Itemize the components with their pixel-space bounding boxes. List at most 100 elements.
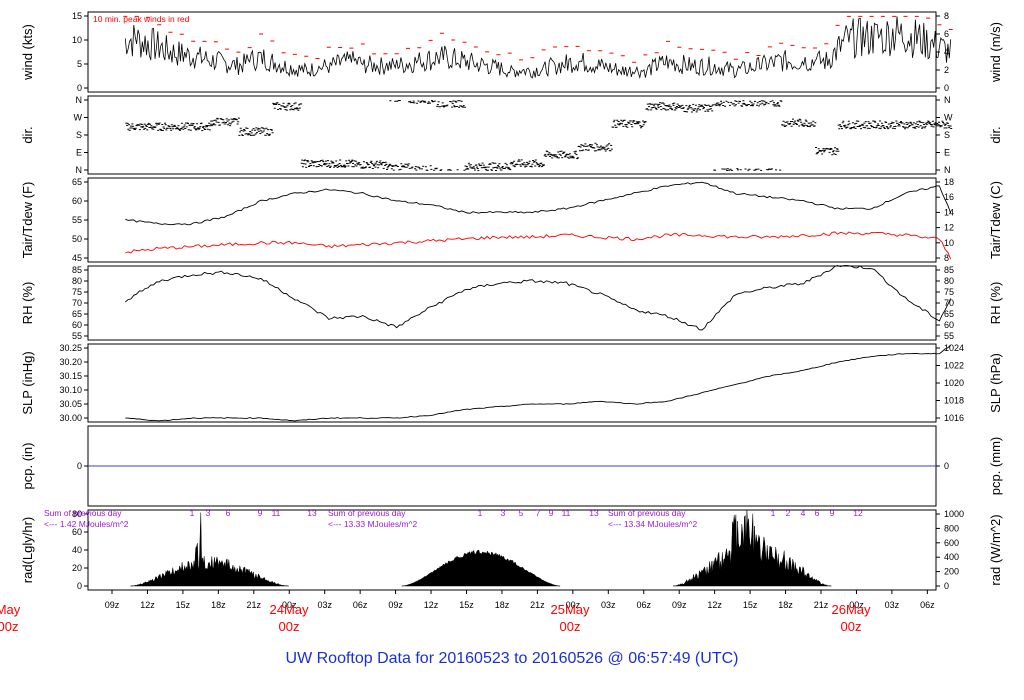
hour-marker-0-0: 1: [190, 508, 195, 518]
tick-label-right-3-5: 80: [944, 276, 954, 286]
tick-label-left-2-2: 55: [72, 215, 82, 225]
hour-marker-2-1: 2: [786, 508, 791, 518]
tick-label-left-4-5: 30.25: [59, 343, 82, 353]
tick-label-left-0-2: 10: [72, 35, 82, 45]
hour-marker-1-5: 11: [562, 508, 571, 518]
x-tick-label-13: 00z: [566, 600, 581, 610]
tick-label-right-6-5: 1000: [944, 509, 964, 519]
x-tick-label-9: 12z: [424, 600, 439, 610]
tick-label-right-2-5: 18: [944, 177, 954, 187]
day-hour-label-3: 00z: [841, 619, 862, 634]
tick-label-left-3-1: 60: [72, 320, 82, 330]
panel-frame-0: [87, 11, 937, 93]
hour-marker-2-5: 12: [853, 508, 863, 518]
panel-frame-3: [87, 265, 937, 341]
x-tick-label-10: 15z: [459, 600, 474, 610]
tick-label-right-6-3: 600: [944, 538, 959, 548]
tick-label-left-3-6: 85: [72, 265, 82, 275]
tick-label-left-2-0: 45: [72, 253, 82, 263]
air-temp-series: [125, 181, 952, 226]
x-tick-label-11: 18z: [495, 600, 510, 610]
hour-marker-0-5: 13: [307, 508, 317, 518]
tick-label-left-5-0: 0: [77, 461, 82, 471]
tick-label-right-3-6: 85: [944, 265, 954, 275]
day-label-2: 25May: [550, 602, 590, 617]
tick-label-left-3-0: 55: [72, 331, 82, 341]
day-hour-label-2: 00z: [560, 619, 581, 634]
tick-label-right-2-4: 16: [944, 192, 954, 202]
radiation-annotation-sum-2: <--- 13.34 MJoules/m^2: [608, 519, 698, 529]
y-axis-label-left-2: Tair/Tdew (F): [20, 182, 35, 259]
y-axis-label-right-4: SLP (hPa): [988, 353, 1003, 413]
tick-label-left-0-3: 15: [72, 11, 82, 21]
y-axis-label-right-5: pcp. (mm): [988, 437, 1003, 496]
x-tick-label-7: 06z: [353, 600, 368, 610]
tick-label-left-4-1: 30.05: [59, 399, 82, 409]
hour-marker-1-0: 1: [478, 508, 483, 518]
x-tick-label-6: 03z: [317, 600, 332, 610]
y-axis-label-right-2: Tair/Tdew (C): [988, 181, 1003, 259]
tick-label-left-2-4: 65: [72, 177, 82, 187]
day-label-1: 24May: [269, 602, 309, 617]
tick-label-left-1-3: W: [74, 113, 83, 123]
tick-label-right-0-0: 0: [944, 83, 949, 93]
tick-label-right-0-1: 2: [944, 65, 949, 75]
tick-label-right-2-2: 12: [944, 223, 954, 233]
x-tick-label-2: 15z: [176, 600, 191, 610]
tick-label-right-4-2: 1020: [944, 378, 964, 388]
hour-marker-2-2: 4: [801, 508, 806, 518]
tick-label-left-4-0: 30.00: [59, 413, 82, 423]
hour-marker-1-2: 5: [519, 508, 524, 518]
x-tick-label-16: 09z: [672, 600, 687, 610]
radiation-annotation-sum-0: <--- 1.42 MJoules/m^2: [44, 519, 129, 529]
tick-label-right-4-4: 1024: [944, 343, 964, 353]
y-axis-label-left-5: pcp. (in): [20, 443, 35, 490]
radiation-annotation-sum-1: <--- 13.33 MJoules/m^2: [328, 519, 418, 529]
tick-label-right-2-0: 8: [944, 253, 949, 263]
x-tick-label-17: 12z: [707, 600, 722, 610]
y-axis-label-right-0: wind (m/s): [988, 22, 1003, 83]
slp-series: [125, 344, 952, 422]
x-tick-label-14: 03z: [601, 600, 616, 610]
y-axis-label-left-4: SLP (inHg): [20, 351, 35, 414]
day-label-3: 26May: [831, 602, 871, 617]
y-axis-label-left-6: rad(Lgly/hr): [20, 517, 35, 583]
x-tick-label-1: 12z: [140, 600, 155, 610]
hour-marker-2-3: 6: [815, 508, 820, 518]
tick-label-left-3-4: 75: [72, 287, 82, 297]
radiation-annotation-0: Sum of previous day: [44, 508, 122, 518]
panel-frame-4: [87, 343, 937, 423]
tick-label-left-6-0: 0: [77, 581, 82, 591]
y-axis-label-right-6: rad (W/m^2): [988, 514, 1003, 585]
tick-label-right-3-1: 60: [944, 320, 954, 330]
wind-series: [124, 16, 952, 80]
day-label-0: May: [0, 602, 21, 617]
tick-label-left-4-3: 30.15: [59, 371, 82, 381]
x-tick-label-18: 15z: [743, 600, 758, 610]
x-tick-label-12: 21z: [530, 600, 545, 610]
y-axis-label-left-0: wind (kts): [20, 24, 35, 81]
hour-marker-2-0: 1: [771, 508, 776, 518]
hour-marker-1-3: 7: [536, 508, 541, 518]
radiation-area-day-2: [401, 549, 561, 587]
x-tick-label-20: 21z: [814, 600, 829, 610]
rh-series: [125, 264, 952, 331]
tick-label-left-6-3: 60: [72, 527, 82, 537]
tick-label-left-6-1: 20: [72, 563, 82, 573]
hour-marker-0-3: 9: [258, 508, 263, 518]
tick-label-left-1-2: S: [76, 130, 82, 140]
x-tick-label-0: 09z: [105, 600, 120, 610]
tick-label-right-3-0: 55: [944, 331, 954, 341]
tick-label-right-3-4: 75: [944, 287, 954, 297]
tick-label-left-2-3: 60: [72, 196, 82, 206]
hour-marker-0-2: 6: [226, 508, 231, 518]
x-tick-label-4: 21z: [247, 600, 262, 610]
x-tick-label-15: 06z: [636, 600, 651, 610]
tick-label-right-3-2: 65: [944, 309, 954, 319]
hour-marker-1-4: 9: [549, 508, 554, 518]
hour-marker-2-4: 9: [830, 508, 835, 518]
tick-label-left-6-2: 40: [72, 545, 82, 555]
peak-wind-marks: [123, 15, 953, 63]
